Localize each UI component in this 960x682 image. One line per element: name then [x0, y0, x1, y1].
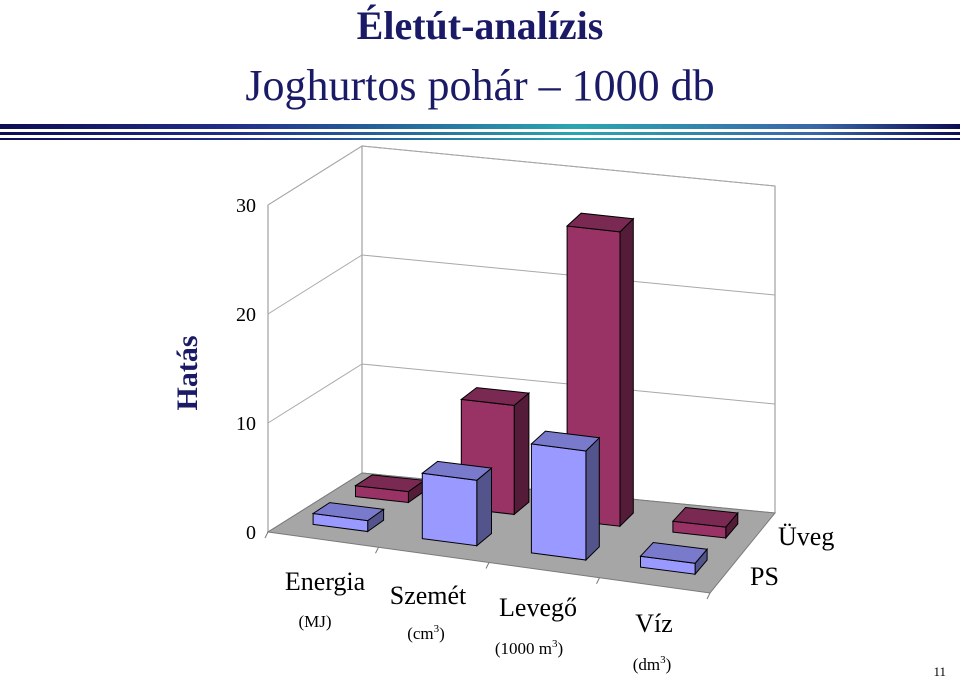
slide-subtitle: Joghurtos pohár – 1000 db	[245, 61, 715, 110]
y-tick-label: 30	[236, 195, 256, 217]
category-label: Levegő	[499, 593, 577, 622]
series-label-ps: PS	[750, 562, 779, 591]
bar-side-face	[619, 217, 634, 528]
category-tick	[485, 562, 490, 569]
category-tick	[264, 531, 269, 539]
category-tick-marks	[264, 531, 711, 600]
category-labels: Energia (MJ) Szemét (cm3) Levegő (1000 m3) Víz…	[285, 567, 673, 674]
side-wall	[267, 145, 363, 533]
bar-ps-0	[311, 502, 385, 533]
bar-top-face	[671, 506, 739, 528]
category-unit: (MJ)	[298, 612, 331, 631]
bar-top-face	[530, 430, 601, 452]
bar-top-face	[460, 387, 531, 406]
slide-title: Életút-analízis	[356, 3, 604, 48]
bar-side-face	[476, 467, 492, 547]
bar-ps-3	[639, 541, 709, 576]
bar-top-face	[639, 541, 709, 564]
title-divider-thick	[0, 124, 960, 129]
title-divider-thin	[0, 138, 960, 140]
page-number: 11	[933, 664, 946, 679]
category-tick	[375, 547, 379, 554]
gridline	[267, 363, 776, 424]
y-tick-labels: 0 10 20 30	[236, 195, 256, 544]
category-label: Energia	[285, 567, 366, 596]
y-tick-label: 10	[236, 413, 256, 435]
series-labels: PS Üveg	[750, 522, 834, 591]
bar-top-face	[311, 502, 385, 522]
series-label-üveg: Üveg	[778, 522, 834, 551]
category-unit: (dm3)	[633, 654, 672, 674]
bar-top-face	[421, 460, 493, 481]
category-label: Víz	[635, 609, 673, 638]
bar-top-face	[565, 212, 635, 233]
y-tick-label: 20	[236, 304, 256, 326]
bar-front-face	[421, 472, 478, 547]
bar-ps-2	[530, 430, 601, 562]
chart-bars	[311, 212, 739, 576]
category-tick	[706, 592, 711, 600]
y-axis-title: Hatás	[171, 336, 204, 411]
bar-side-face	[585, 436, 600, 562]
bar-front-face	[530, 443, 587, 561]
bar-üveg-3	[671, 506, 739, 540]
category-unit: (cm3)	[407, 623, 445, 643]
y-tick-label: 0	[246, 522, 256, 544]
category-label: Szemét	[390, 581, 467, 610]
category-unit: (1000 m3)	[495, 638, 563, 658]
gridlines	[267, 145, 776, 424]
bar-side-face	[513, 392, 530, 516]
title-divider-medium	[0, 132, 960, 135]
gridline	[267, 145, 776, 206]
gridline	[267, 254, 776, 315]
category-tick	[596, 577, 600, 584]
bar-ps-1	[421, 460, 493, 547]
